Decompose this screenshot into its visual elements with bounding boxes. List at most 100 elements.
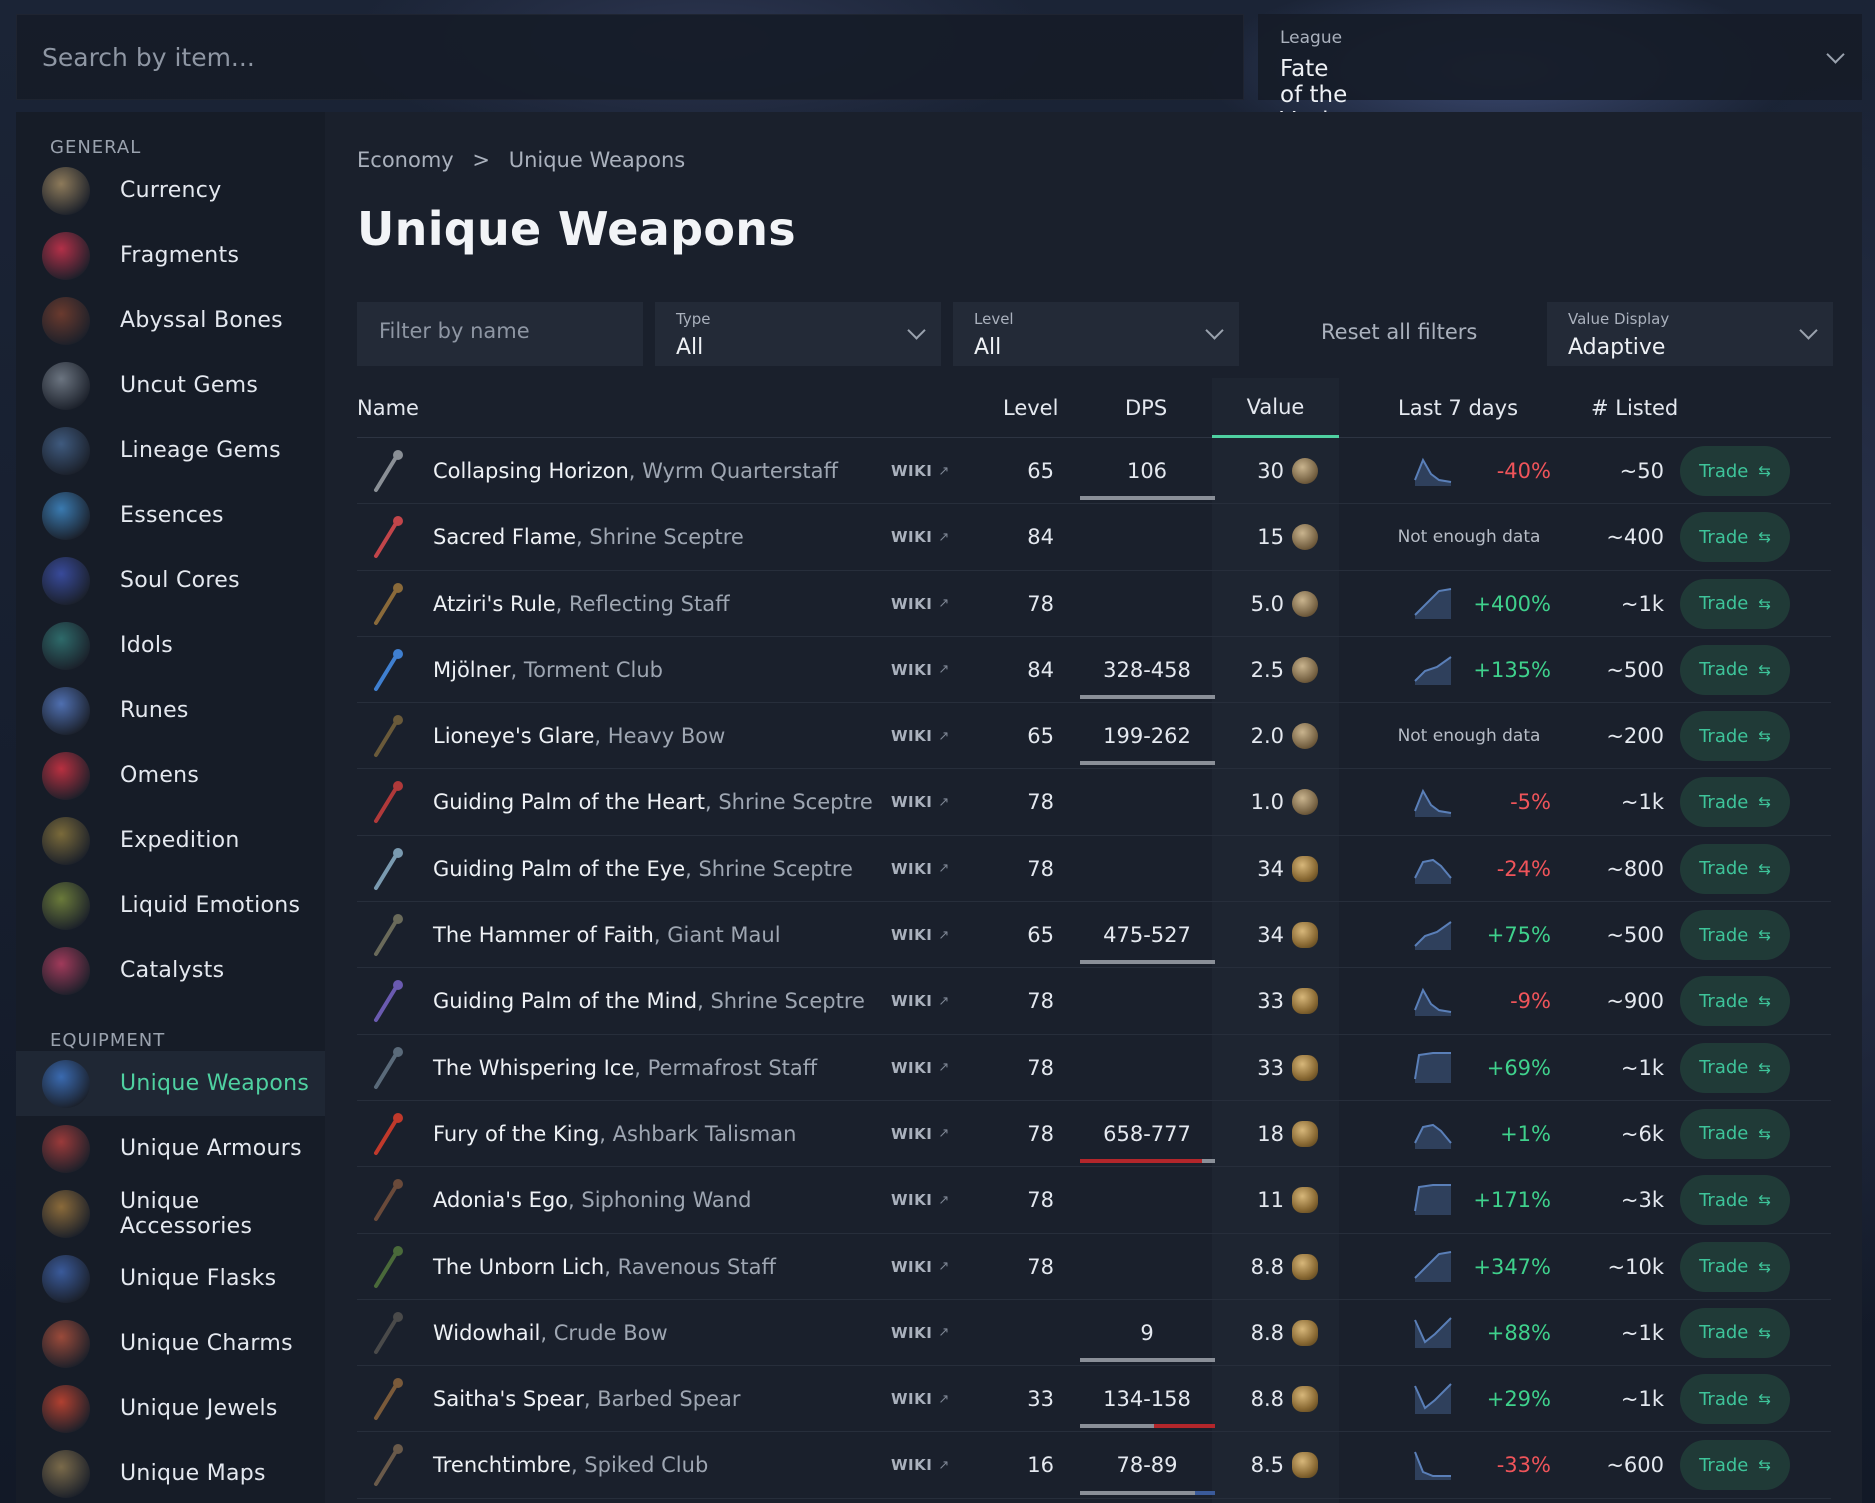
- trade-button[interactable]: Trade ⇆: [1680, 777, 1790, 828]
- wiki-link[interactable]: WIKI ↗: [891, 1432, 950, 1498]
- breadcrumb-economy[interactable]: Economy: [357, 148, 454, 172]
- sidebar-item-essences[interactable]: Essences: [16, 483, 325, 548]
- item-name-link[interactable]: Adonia's Ego, Siphoning Wand: [433, 1167, 751, 1233]
- wiki-link[interactable]: WIKI ↗: [891, 968, 950, 1034]
- search-input[interactable]: [42, 42, 1243, 72]
- item-name-link[interactable]: Fury of the King, Ashbark Talisman: [433, 1101, 796, 1167]
- sidebar-item-fragments[interactable]: Fragments: [16, 223, 325, 288]
- item-name-link[interactable]: Mjölner, Torment Club: [433, 637, 663, 703]
- sidebar-item-liquid-emotions[interactable]: Liquid Emotions: [16, 873, 325, 938]
- sidebar-item-abyssal-bones[interactable]: Abyssal Bones: [16, 288, 325, 353]
- sidebar-item-catalysts[interactable]: Catalysts: [16, 938, 325, 1003]
- item-name-link[interactable]: Sacred Flame, Shrine Sceptre: [433, 504, 744, 570]
- trade-button[interactable]: Trade ⇆: [1680, 1307, 1790, 1358]
- sidebar-item-label: Essences: [120, 503, 224, 528]
- item-name-link[interactable]: Trenchtimbre, Spiked Club: [433, 1432, 708, 1498]
- item-dps: 328-458: [1103, 657, 1191, 682]
- trade-button[interactable]: Trade ⇆: [1680, 512, 1790, 563]
- trade-button[interactable]: Trade ⇆: [1680, 711, 1790, 762]
- type-filter[interactable]: Type All: [655, 302, 941, 366]
- trade-button[interactable]: Trade ⇆: [1680, 1042, 1790, 1093]
- wiki-link[interactable]: WIKI ↗: [891, 1300, 950, 1366]
- weapons-table: Name Level DPS Value Last 7 days # Liste…: [357, 378, 1831, 1503]
- trade-button[interactable]: Trade ⇆: [1680, 910, 1790, 961]
- wiki-link[interactable]: WIKI ↗: [891, 769, 950, 835]
- item-name-link[interactable]: The Whispering Ice, Permafrost Staff: [433, 1035, 817, 1101]
- trade-button[interactable]: Trade ⇆: [1680, 843, 1790, 894]
- wiki-label: WIKI: [891, 926, 933, 945]
- sidebar-item-currency[interactable]: Currency: [16, 158, 325, 223]
- trade-button[interactable]: Trade ⇆: [1680, 644, 1790, 695]
- trade-button[interactable]: Trade ⇆: [1680, 1241, 1790, 1292]
- sidebar-item-uncut-gems[interactable]: Uncut Gems: [16, 353, 325, 418]
- wiki-link[interactable]: WIKI ↗: [891, 1167, 950, 1233]
- trade-button[interactable]: Trade ⇆: [1680, 976, 1790, 1027]
- item-name-link[interactable]: The Unborn Lich, Ravenous Staff: [433, 1234, 776, 1300]
- item-name-link[interactable]: Guiding Palm of the Heart, Shrine Sceptr…: [433, 769, 873, 835]
- wiki-link[interactable]: WIKI ↗: [891, 703, 950, 769]
- name-filter-input[interactable]: [379, 319, 629, 343]
- sidebar-item-unique-accessories[interactable]: Unique Accessories: [16, 1181, 325, 1246]
- value-display-select[interactable]: Value Display Adaptive: [1547, 302, 1833, 366]
- sidebar-item-lineage-gems[interactable]: Lineage Gems: [16, 418, 325, 483]
- trade-button[interactable]: Trade ⇆: [1680, 1374, 1790, 1425]
- trade-button[interactable]: Trade ⇆: [1680, 1440, 1790, 1491]
- trade-button[interactable]: Trade ⇆: [1680, 446, 1790, 496]
- sidebar-item-unique-flasks[interactable]: Unique Flasks: [16, 1246, 325, 1311]
- wiki-link[interactable]: WIKI ↗: [891, 438, 950, 504]
- item-name-link[interactable]: Lioneye's Glare, Heavy Bow: [433, 703, 725, 769]
- column-value[interactable]: Value: [1212, 378, 1339, 438]
- sidebar-item-unique-charms[interactable]: Unique Charms: [16, 1311, 325, 1376]
- wiki-link[interactable]: WIKI ↗: [891, 571, 950, 637]
- wiki-link[interactable]: WIKI ↗: [891, 836, 950, 902]
- sidebar-item-idols[interactable]: Idols: [16, 613, 325, 678]
- column-dps[interactable]: DPS: [1125, 396, 1168, 420]
- table-row: Guiding Palm of the Eye, Shrine Sceptre W…: [357, 836, 1831, 903]
- listed-count: ~600: [1606, 1453, 1664, 1478]
- sidebar-item-unique-weapons[interactable]: Unique Weapons: [16, 1051, 325, 1116]
- item-name-link[interactable]: The Hammer of Faith, Giant Maul: [433, 902, 781, 968]
- divine-orb-icon: [1292, 922, 1318, 949]
- wiki-link[interactable]: WIKI ↗: [891, 1101, 950, 1167]
- item-name-link[interactable]: Saitha's Spear, Barbed Spear: [433, 1366, 741, 1432]
- sidebar-item-unique-maps[interactable]: Unique Maps: [16, 1441, 325, 1503]
- level-filter[interactable]: Level All: [953, 302, 1239, 366]
- item-level: 65: [1027, 724, 1054, 749]
- breadcrumb-current: Unique Weapons: [508, 148, 686, 172]
- item-name-link[interactable]: Guiding Palm of the Eye, Shrine Sceptre: [433, 836, 853, 902]
- sidebar-item-omens[interactable]: Omens: [16, 743, 325, 808]
- trade-label: Trade: [1699, 1123, 1749, 1145]
- wiki-link[interactable]: WIKI ↗: [891, 1035, 950, 1101]
- table-row: The Unborn Lich, Ravenous Staff WIKI ↗ 78 8.…: [357, 1234, 1831, 1300]
- reset-filters-button[interactable]: Reset all filters: [1321, 320, 1478, 344]
- column-name[interactable]: Name: [357, 396, 419, 420]
- wiki-link[interactable]: WIKI ↗: [891, 637, 950, 703]
- item-name: Adonia's Ego: [433, 1188, 569, 1213]
- sidebar-item-soul-cores[interactable]: Soul Cores: [16, 548, 325, 613]
- item-name-link[interactable]: Atziri's Rule, Reflecting Staff: [433, 571, 730, 637]
- league-select[interactable]: League Fate of the Vaal: [1258, 14, 1862, 134]
- weapon-icon: [363, 1308, 413, 1358]
- name-filter[interactable]: [357, 302, 643, 366]
- sidebar-item-unique-jewels[interactable]: Unique Jewels: [16, 1376, 325, 1441]
- dps-bar-fill: [1080, 1358, 1215, 1363]
- wiki-link[interactable]: WIKI ↗: [891, 902, 950, 968]
- trade-button[interactable]: Trade ⇆: [1680, 1108, 1790, 1159]
- search-bar[interactable]: [16, 14, 1244, 100]
- wiki-link[interactable]: WIKI ↗: [891, 1366, 950, 1432]
- column-last-7-days[interactable]: Last 7 days: [1398, 396, 1519, 420]
- column-level[interactable]: Level: [1003, 396, 1059, 420]
- sidebar-item-expedition[interactable]: Expedition: [16, 808, 325, 873]
- sidebar-item-unique-armours[interactable]: Unique Armours: [16, 1116, 325, 1181]
- wiki-link[interactable]: WIKI ↗: [891, 504, 950, 570]
- trade-button[interactable]: Trade ⇆: [1680, 578, 1790, 629]
- weapon-icon: [363, 645, 413, 695]
- trade-button[interactable]: Trade ⇆: [1680, 1175, 1790, 1226]
- item-name-link[interactable]: Guiding Palm of the Mind, Shrine Sceptre: [433, 968, 865, 1034]
- item-name-link[interactable]: Collapsing Horizon, Wyrm Quarterstaff: [433, 438, 838, 504]
- wiki-link[interactable]: WIKI ↗: [891, 1234, 950, 1300]
- listed-count: ~6k: [1620, 1121, 1664, 1146]
- item-name-link[interactable]: Widowhail, Crude Bow: [433, 1300, 668, 1366]
- sidebar-item-runes[interactable]: Runes: [16, 678, 325, 743]
- column-listed[interactable]: # Listed: [1591, 396, 1679, 420]
